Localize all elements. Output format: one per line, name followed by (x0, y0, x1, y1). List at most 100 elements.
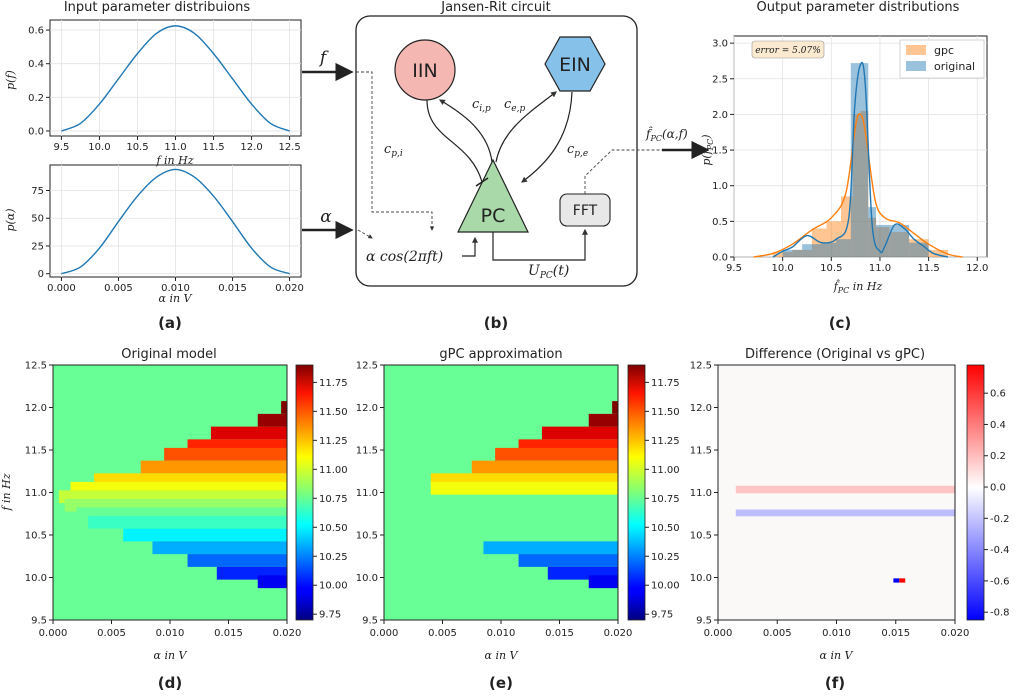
legend-gpc: gpc (934, 44, 954, 57)
heatmap-cell (893, 578, 900, 583)
a-bot-xtick-label: 0.005 (104, 283, 133, 294)
hm-xtick-label: 0.020 (273, 628, 302, 639)
colorbar-f (966, 364, 985, 621)
heatmap-cell (588, 413, 618, 427)
hist-bar-gpc (928, 249, 949, 257)
c-pe-label: cp,e (567, 142, 588, 159)
ein-label: EIN (559, 54, 591, 76)
legend-box (899, 39, 985, 79)
hist-bar-original (868, 207, 877, 257)
output-dist-xlabel-sub: PC (837, 286, 850, 295)
c-ytick-label: 2.0 (712, 110, 728, 121)
c-ep-label: ce,p (504, 97, 525, 114)
cbar-tick-label: 11.50 (319, 407, 348, 418)
output-dist-axes: 9.5 10.0 10.5 11.0 11.5 12.0 0.0 0.5 1.0 1.5 2.0 2.… (712, 35, 988, 274)
cbar-tick-label: 10.25 (319, 552, 348, 563)
heatmap-original (53, 365, 288, 620)
hm-ytick-label: 10.0 (25, 573, 47, 584)
hm-ytick-label: 12.0 (356, 403, 378, 414)
c-pe-sub: p,e (574, 149, 588, 159)
output-dist-title: Output parameter distributions (757, 0, 960, 15)
cbar-tick-label: 10.50 (651, 523, 680, 534)
a-bot-ytick-label: 75 (31, 186, 44, 197)
hm-xtick-label: 0.000 (39, 628, 68, 639)
c-xtick-label: 10.5 (820, 263, 842, 274)
iin-node (394, 39, 456, 101)
error-label: error = 5.07% (755, 46, 821, 56)
cbar-tick-label: 0.6 (990, 389, 1006, 400)
hm-ytick-label: 10.0 (690, 573, 712, 584)
conn-iin-pc (426, 99, 483, 183)
c-pi-main: c (384, 142, 392, 157)
pc-label: PC (481, 205, 506, 227)
cbar-tick-label: -0.4 (990, 545, 1010, 556)
heatmap-cell (257, 575, 287, 589)
heatmap-ylabel: f in Hz (0, 473, 13, 511)
colorbar-d (295, 364, 314, 621)
input-f-curve (61, 25, 290, 132)
hm-ytick-label: 12.0 (25, 403, 47, 414)
hist-bar-original (876, 224, 890, 257)
cbar-tick-label: 11.75 (319, 378, 348, 389)
upc-label: UPC(t) (528, 263, 569, 281)
output-sub: PC (649, 134, 662, 143)
cbar-tick-label: 10.50 (319, 523, 348, 534)
output-dist-ylabel: p(f̂PC) (700, 134, 715, 165)
heatmap-cell (88, 515, 287, 529)
upc-tail: (t) (553, 263, 570, 279)
output-dist-xlabel: f̂PC in Hz (833, 280, 883, 295)
cbar-tick-label: 11.75 (651, 378, 680, 389)
c-ytick-label: 3.0 (712, 39, 728, 50)
input-f-xlabel: f in Hz (155, 154, 193, 167)
hm-ytick-label: 11.0 (356, 488, 378, 499)
a-top-ytick-label: 0.2 (28, 93, 44, 104)
hm-ytick-label: 10.5 (356, 531, 378, 542)
hm-xtick-label: 0.010 (156, 628, 185, 639)
c-ytick-label: 1.0 (712, 181, 728, 192)
hm-xtick-label: 0.015 (881, 628, 910, 639)
panel-label-f: (f) (825, 674, 845, 692)
panel-label-e: (e) (489, 674, 513, 692)
panel-label-c: (c) (829, 314, 852, 332)
heatmap-cell (735, 485, 955, 494)
heatmap-cell (257, 413, 287, 427)
output-label: f̂PC(α,f) (645, 125, 688, 143)
input-expression: α cos(2πft) (366, 249, 443, 265)
a-bot-ytick-label: 25 (31, 241, 44, 252)
inhibitory-bar (475, 177, 489, 187)
c-ytick-label: 1.5 (712, 146, 728, 157)
cbar-tick-label: 10.75 (651, 494, 680, 505)
input-f-axes: 9.5 10.0 10.5 11.0 11.5 12.0 12.5 0.0 0.2 0.4 0.6 (28, 19, 302, 153)
panel-label-d: (d) (158, 674, 182, 692)
cbar-tick-label: 11.00 (651, 465, 680, 476)
heatmap-f-title: Difference (Original vs gPC) (745, 347, 925, 362)
cbar-tick-label: 11.25 (651, 436, 680, 447)
hist-bar-original (782, 249, 803, 257)
circuit-title: Jansen-Rit circuit (440, 0, 551, 15)
c-xtick-label: 12.0 (966, 263, 988, 274)
heatmap-cell (123, 528, 287, 542)
input-f-ylabel: p(f) (4, 70, 17, 90)
hist-bar-gpc (852, 114, 861, 257)
hm-xtick-label: 0.020 (941, 628, 970, 639)
hm-xtick-label: 0.005 (428, 628, 457, 639)
error-box (751, 40, 825, 59)
a-top-xtick-label: 10.0 (88, 142, 110, 153)
hist-bar-gpc (909, 239, 929, 257)
cbar-tick-label: 0.2 (990, 451, 1006, 462)
c-pi-sub: p,i (391, 149, 403, 159)
heatmap-cell (140, 460, 287, 474)
conn-input-pc (462, 236, 478, 257)
c-ytick-label: 2.5 (712, 74, 728, 85)
hm-ytick-label: 11.5 (356, 446, 378, 457)
hist-bar-original (860, 63, 869, 257)
c-xtick-label: 11.0 (869, 263, 891, 274)
a-top-xtick-label: 12.0 (240, 142, 262, 153)
c-ytick-label: 0.5 (712, 217, 728, 228)
input-alpha-ylabel: p(α) (4, 208, 17, 231)
hist-bar-original (850, 63, 861, 257)
colorbar-e (627, 364, 646, 621)
legend-swatch-original (906, 61, 926, 71)
a-top-xtick-label: 10.5 (126, 142, 148, 153)
